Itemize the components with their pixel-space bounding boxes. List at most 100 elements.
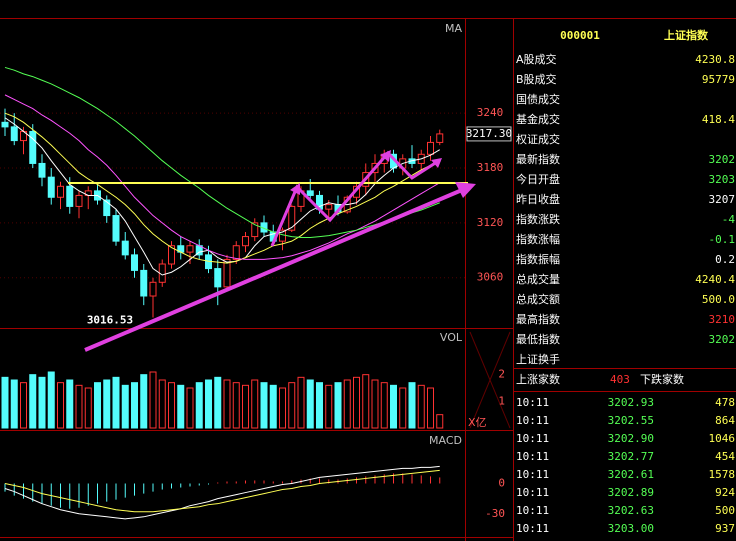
row-value: 95779 — [702, 73, 735, 86]
volume-bar — [242, 384, 249, 429]
tick-volume: 1578 — [709, 468, 736, 481]
ma-line — [4, 94, 441, 260]
arrow-head — [290, 183, 300, 195]
y-tick-label: 3180 — [477, 161, 504, 174]
y-tick-label: 0 — [498, 476, 505, 489]
tick-volume: 937 — [715, 522, 735, 535]
row-value: 418.4 — [702, 113, 735, 126]
tick-volume: 454 — [715, 450, 735, 463]
macd-label: MACD — [429, 434, 462, 447]
y-tick-label: 3120 — [477, 216, 504, 229]
row-label: 上证换手 — [516, 352, 560, 366]
volume-bar — [131, 382, 138, 429]
candle-body — [288, 205, 296, 231]
tick-time: 10:11 — [516, 486, 549, 499]
candle-body — [427, 141, 434, 155]
volume-bar — [362, 374, 370, 429]
row-label: 权证成交 — [516, 132, 560, 146]
tick-volume: 478 — [715, 396, 735, 409]
volume-bar — [149, 371, 157, 429]
candle-body — [436, 133, 444, 143]
volume-bar — [29, 374, 37, 429]
volume-bar — [325, 384, 333, 429]
annotations — [68, 150, 476, 352]
volume-bar — [260, 382, 268, 429]
candle-body — [214, 268, 222, 288]
row-label: 指数涨跌 — [516, 212, 560, 226]
row-value: -0.1 — [709, 233, 736, 246]
tick-time: 10:11 — [516, 396, 549, 409]
volume-bar — [306, 379, 314, 429]
volume-bar — [177, 384, 185, 429]
tick-price: 3202.55 — [608, 414, 654, 427]
row-label: 国债成交 — [516, 92, 560, 106]
tick-time: 10:11 — [516, 432, 549, 445]
advance-count: 403 — [610, 373, 630, 386]
volume-bar — [297, 376, 305, 429]
volume-bar — [20, 382, 27, 429]
volume-bar — [186, 387, 194, 429]
tick-price: 3202.93 — [608, 396, 654, 409]
volume-bar — [94, 382, 101, 429]
row-value: 3203 — [709, 173, 736, 186]
volume-bar — [158, 379, 166, 429]
row-label: 最新指数 — [516, 152, 560, 166]
row-label: 指数振幅 — [516, 252, 560, 266]
volume-bar — [269, 384, 277, 429]
row-value: 500.0 — [702, 293, 735, 306]
stock-code: 000001 — [560, 29, 600, 42]
candle-body — [168, 245, 175, 265]
y-tick-label: -30 — [485, 507, 505, 520]
volume-bar — [75, 384, 83, 429]
trend-arrow — [84, 188, 463, 352]
candle-body — [131, 254, 138, 271]
volume-bar — [84, 387, 92, 429]
row-label: 总成交额 — [516, 292, 560, 306]
row-value: 4230.8 — [695, 53, 735, 66]
decline-label: 下跌家数 — [640, 372, 684, 386]
frame — [0, 18, 736, 541]
candle-body — [186, 245, 194, 253]
candle-body — [325, 204, 333, 210]
vol-label: VOL — [440, 331, 463, 344]
volume-bar — [417, 384, 425, 429]
candle-body — [75, 194, 83, 207]
row-value: 3210 — [709, 313, 736, 326]
candle-body — [57, 185, 64, 198]
ma-line — [4, 117, 441, 276]
arrow-head — [380, 150, 391, 162]
tick-volume: 1046 — [709, 432, 736, 445]
dif-line — [4, 465, 440, 520]
volume-bar — [380, 382, 388, 429]
row-label: 基金成交 — [516, 112, 560, 126]
dea-line — [4, 469, 440, 513]
tick-time: 10:11 — [516, 504, 549, 517]
tick-time: 10:11 — [516, 450, 549, 463]
volume-bar — [38, 376, 46, 429]
volume-bar — [427, 387, 434, 429]
tick-price: 3202.77 — [608, 450, 654, 463]
ma-label: MA — [445, 22, 462, 35]
row-value: -4 — [722, 213, 736, 226]
volume-bar — [343, 379, 351, 429]
candle-body — [121, 240, 129, 256]
candle-body — [38, 162, 46, 178]
row-label: 今日开盘 — [516, 172, 560, 186]
row-label: A股成交 — [516, 52, 557, 66]
volume-bar — [10, 379, 18, 429]
candle-body — [47, 176, 55, 198]
vol-unit: X亿 — [468, 416, 487, 429]
candle-body — [103, 199, 111, 217]
volume-bar — [168, 382, 175, 429]
volume-bar — [334, 382, 342, 429]
candle-body — [1, 121, 9, 128]
volume-bar — [57, 382, 64, 429]
row-label: 最低指数 — [516, 332, 560, 346]
y-tick-label: 3060 — [477, 271, 504, 284]
volume-bar — [371, 379, 379, 429]
candle-body — [251, 222, 259, 238]
ma-line — [4, 112, 441, 264]
candle-body — [223, 258, 231, 288]
candle-body — [306, 190, 314, 196]
